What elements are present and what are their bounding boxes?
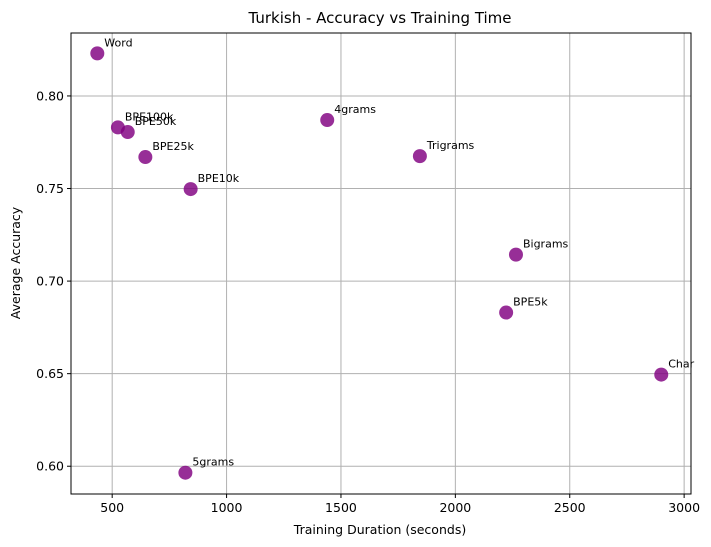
x-tick-label: 2500 xyxy=(554,500,586,515)
data-point-label: BPE5k xyxy=(513,296,548,309)
data-point xyxy=(654,367,669,382)
data-point xyxy=(499,305,514,320)
grid-layer xyxy=(71,33,691,494)
data-point xyxy=(183,182,198,197)
data-point-label: 4grams xyxy=(334,103,376,116)
data-point-label: Bigrams xyxy=(523,238,569,251)
data-point-label: Char xyxy=(668,358,694,371)
plot-area xyxy=(70,32,692,495)
x-tick-label: 1000 xyxy=(211,500,243,515)
data-point-label: Trigrams xyxy=(426,139,475,152)
y-tick-label: 0.70 xyxy=(36,274,64,289)
data-point xyxy=(320,113,335,128)
x-axis-ticks: 500 1000 1500 2000 2500 3000 xyxy=(100,494,700,515)
data-point-label: BPE10k xyxy=(198,172,240,185)
data-point-label: BPE100k xyxy=(125,110,174,123)
data-point xyxy=(508,247,523,262)
x-tick-label: 500 xyxy=(100,500,124,515)
x-tick-label: 2000 xyxy=(439,500,471,515)
data-points xyxy=(90,46,669,480)
y-tick-label: 0.60 xyxy=(36,459,64,474)
data-point-label: Word xyxy=(104,36,132,49)
data-point-label: BPE25k xyxy=(152,140,194,153)
y-tick-label: 0.75 xyxy=(36,181,64,196)
data-point xyxy=(90,46,105,61)
y-tick-label: 0.65 xyxy=(36,366,64,381)
data-point xyxy=(412,149,427,164)
data-point xyxy=(138,150,153,165)
data-point xyxy=(178,465,193,480)
data-point-label: 5grams xyxy=(192,456,234,469)
data-point-label: BPE50k xyxy=(135,115,177,128)
chart-title: Turkish - Accuracy vs Training Time xyxy=(247,9,511,27)
y-axis-label: Average Accuracy xyxy=(8,206,23,319)
x-axis-label: Training Duration (seconds) xyxy=(293,522,466,537)
x-tick-label: 3000 xyxy=(668,500,700,515)
y-axis-ticks: 0.60 0.65 0.70 0.75 0.80 xyxy=(36,88,71,474)
data-point xyxy=(120,125,135,140)
y-tick-label: 0.80 xyxy=(36,88,64,103)
x-tick-label: 1500 xyxy=(325,500,357,515)
